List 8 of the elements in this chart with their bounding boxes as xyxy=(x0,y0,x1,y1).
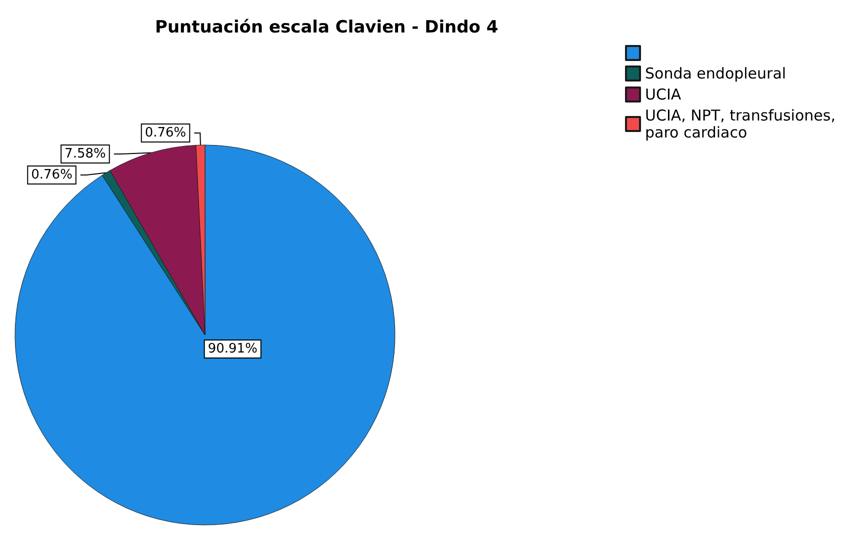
data-label: 90.91% xyxy=(208,342,258,357)
legend-label: UCIA, NPT, transfusiones, paro cardiaco xyxy=(645,106,840,142)
chart-title: Puntuación escala Clavien - Dindo 4 xyxy=(155,18,498,38)
legend-label: Sonda endopleural xyxy=(645,64,786,82)
data-label: 7.58% xyxy=(64,146,106,162)
legend-label: UCIA xyxy=(645,86,682,104)
data-label: 0.76% xyxy=(31,168,72,183)
data-label: 0.76% xyxy=(144,126,186,141)
